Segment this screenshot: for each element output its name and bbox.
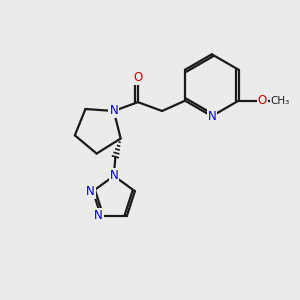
Text: O: O	[257, 94, 267, 107]
Text: CH₃: CH₃	[271, 96, 290, 106]
Text: N: N	[110, 104, 118, 118]
Text: N: N	[86, 185, 95, 198]
Text: O: O	[133, 70, 142, 84]
Text: N: N	[208, 110, 216, 123]
Text: N: N	[94, 209, 103, 222]
Text: N: N	[110, 169, 118, 182]
Text: N: N	[110, 104, 118, 118]
